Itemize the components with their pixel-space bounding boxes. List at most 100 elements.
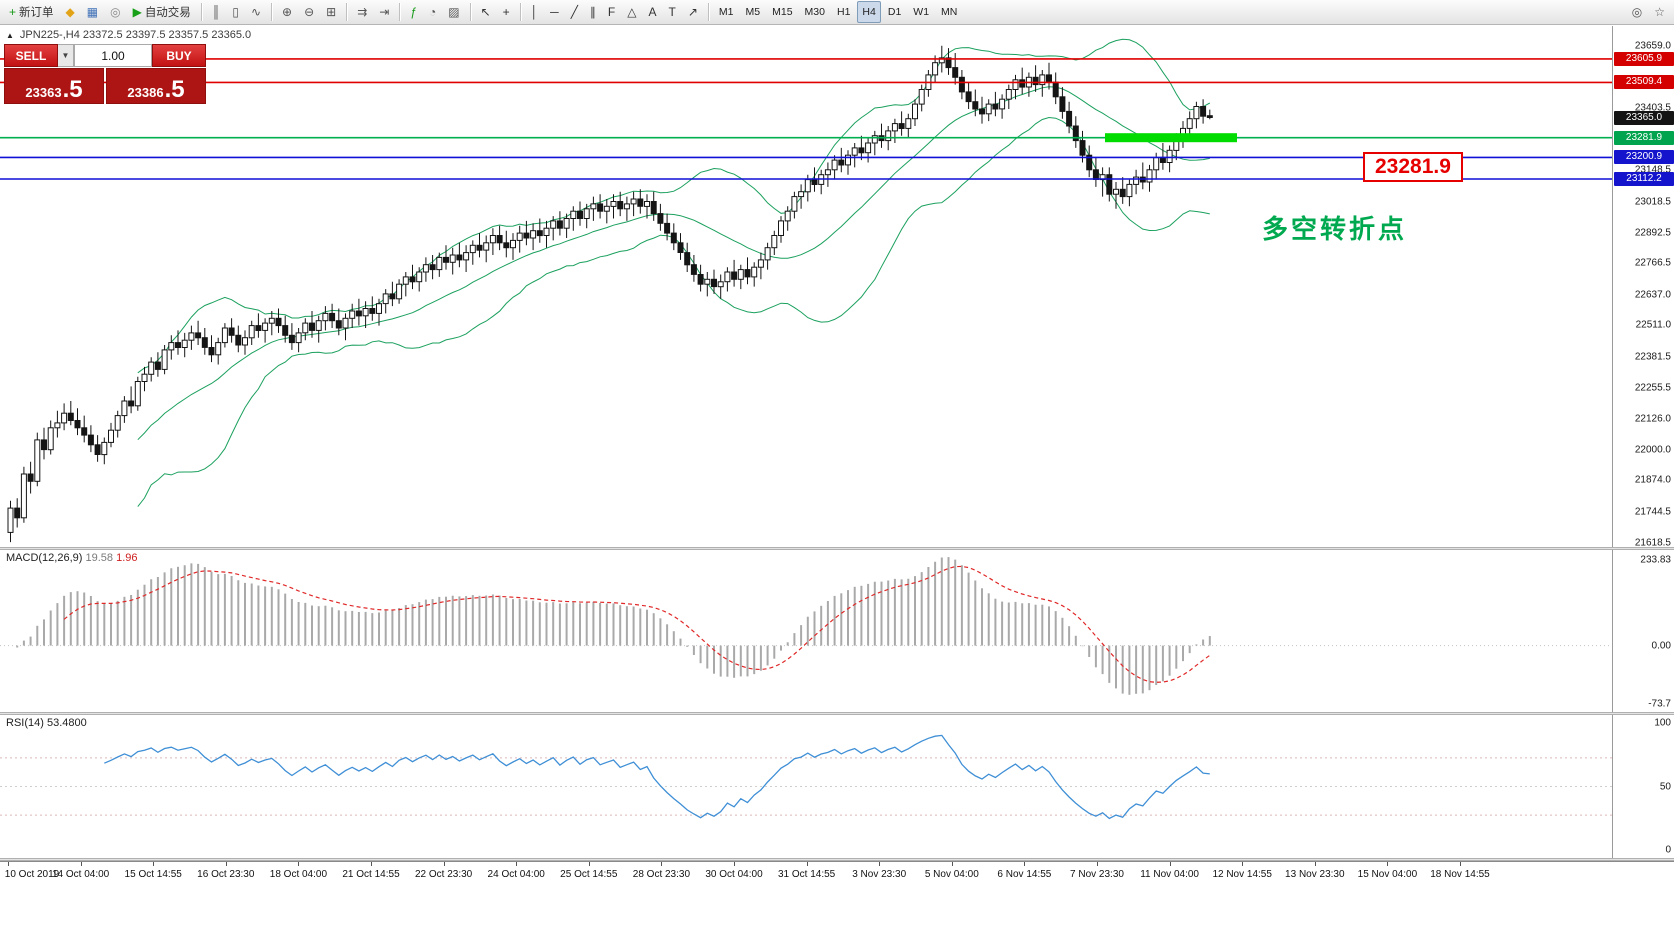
crosshair-icon[interactable]: +: [498, 1, 515, 23]
tile-windows-icon: ⊞: [326, 5, 337, 19]
line-chart-icon[interactable]: ∿: [246, 1, 266, 23]
volume-dropdown-button[interactable]: ▼: [58, 44, 74, 67]
timeframe-m1-button[interactable]: M1: [714, 1, 739, 23]
price-badge: 23605.9: [1614, 51, 1674, 66]
rsi-scale[interactable]: 100 50 0: [1612, 715, 1674, 858]
favorites-icon[interactable]: ☆: [1649, 1, 1670, 23]
price-scale-label: 22766.5: [1634, 257, 1671, 269]
periods-icon: ◔: [429, 5, 437, 19]
timeframe-w1-button-label: W1: [913, 6, 930, 18]
auto-trading-button-label: 自动交易: [144, 7, 191, 19]
timeframe-m15-button-label: M15: [772, 6, 793, 18]
panel-separator[interactable]: [0, 547, 1674, 550]
price-scale[interactable]: 23659.0 23403.5 23148.5 23018.5 22892.5 22766…: [1612, 26, 1674, 548]
timeframe-h4-button[interactable]: H4: [857, 1, 881, 23]
trendline-icon: ╱: [570, 5, 578, 19]
refresh-icon[interactable]: ◎: [105, 1, 125, 23]
timeframe-h1-button[interactable]: H1: [832, 1, 855, 23]
mql-community-icon[interactable]: ◆: [61, 1, 80, 23]
zoom-out-icon[interactable]: ⊖: [299, 1, 319, 23]
macd-chart[interactable]: [0, 550, 1612, 712]
sell-button[interactable]: SELL: [4, 44, 58, 67]
toolbar-sep: [346, 3, 348, 21]
price-scale-label: 22255.5: [1634, 382, 1671, 393]
time-tick: [661, 862, 663, 866]
rsi-scale-label: 0: [1665, 844, 1671, 856]
timeframe-h4-button-label: H4: [862, 6, 876, 18]
timeframe-d1-button-label: D1: [887, 6, 902, 18]
time-label: 11 Nov 04:00: [1140, 869, 1199, 880]
timeframe-mn-button[interactable]: MN: [936, 1, 962, 23]
templates-icon[interactable]: ▨: [443, 1, 464, 23]
search-icon: ◎: [1631, 5, 1643, 19]
chart-window: ▲ JPN225-,H4 23372.5 23397.5 23357.5 233…: [0, 26, 1674, 548]
auto-scroll-icon[interactable]: ⇉: [352, 1, 372, 23]
chart-expand-icon[interactable]: ▲: [6, 30, 14, 40]
time-label: 28 Oct 23:30: [632, 869, 691, 880]
macd-scale[interactable]: 233.83 0.00 -73.7: [1612, 550, 1674, 712]
timeframe-m30-button[interactable]: M30: [800, 1, 830, 23]
arrows-icon[interactable]: ↗: [683, 1, 703, 23]
tile-windows-icon[interactable]: ⊞: [321, 1, 341, 23]
horizontal-line-icon[interactable]: ─: [545, 1, 564, 23]
chart-window-icon[interactable]: ▦: [82, 1, 103, 23]
shapes-icon[interactable]: △: [622, 1, 641, 23]
channel-icon[interactable]: ∥: [585, 1, 601, 23]
chart-shift-icon: ⇥: [379, 5, 390, 19]
indicators-icon: ƒ: [410, 5, 417, 19]
text-icon[interactable]: A: [644, 1, 662, 23]
time-tick: [371, 862, 372, 866]
cursor-icon[interactable]: ↖: [476, 1, 496, 23]
time-label: 14 Oct 04:00: [51, 869, 110, 880]
timeframe-m15-button[interactable]: M15: [767, 1, 797, 23]
timeframe-d1-button[interactable]: D1: [883, 1, 906, 23]
toolbar-sep: [469, 3, 471, 21]
time-label: 5 Nov 04:00: [924, 869, 979, 880]
bar-chart-icon[interactable]: ║: [207, 1, 226, 23]
toolbar-sep: [519, 3, 521, 21]
zoom-in-icon[interactable]: ⊕: [277, 1, 297, 23]
time-label: 30 Oct 04:00: [705, 869, 763, 880]
time-axis[interactable]: 10 Oct 2019 14 Oct 04:00 15 Oct 14:55 16 Oc…: [0, 861, 1674, 889]
panel-separator[interactable]: [0, 858, 1674, 861]
new-order-button[interactable]: + 新订单: [4, 1, 59, 23]
macd-scale-label: -73.7: [1648, 698, 1671, 710]
search-icon[interactable]: ◎: [1627, 1, 1647, 23]
timeframe-mn-button-label: MN: [941, 6, 958, 18]
chart-shift-icon[interactable]: ⇥: [374, 1, 394, 23]
timeframe-w1-button[interactable]: W1: [908, 1, 934, 23]
timeframe-m5-button[interactable]: M5: [741, 1, 766, 23]
panel-separator[interactable]: [0, 712, 1674, 715]
sell-price[interactable]: 23363.5: [4, 68, 104, 104]
trendline-icon[interactable]: ╱: [566, 1, 583, 23]
favorites-icon: ☆: [1654, 5, 1665, 19]
time-tick: [8, 862, 9, 866]
auto-trading-button[interactable]: ▶ 自动交易: [128, 1, 196, 23]
time-label: 22 Oct 23:30: [414, 869, 473, 880]
fibonacci-icon[interactable]: F: [603, 1, 620, 23]
horizontal-line-icon: ─: [550, 5, 559, 19]
buy-button[interactable]: BUY: [152, 44, 206, 67]
vertical-line-icon[interactable]: │: [526, 1, 544, 23]
timeframe-m30-button-label: M30: [804, 6, 825, 18]
candlestick-chart[interactable]: [0, 26, 1612, 547]
indicators-icon[interactable]: ƒ: [405, 1, 422, 23]
label-icon[interactable]: T: [664, 1, 681, 23]
price-badge: 23281.9: [1614, 130, 1674, 145]
volume-input[interactable]: 1.00: [74, 44, 152, 67]
time-tick: [80, 862, 82, 866]
rsi-scale-label: 50: [1659, 781, 1671, 792]
rsi-name: RSI(14): [6, 717, 44, 729]
time-label: 13 Nov 23:30: [1285, 869, 1345, 880]
buy-price[interactable]: 23386.5: [106, 68, 206, 104]
rsi-value: 53.4800: [46, 717, 87, 729]
new-order-button-label: 新订单: [19, 7, 54, 19]
rsi-chart[interactable]: [0, 715, 1612, 858]
time-label: 7 Nov 23:30: [1070, 869, 1124, 880]
templates-icon: ▨: [448, 5, 460, 19]
candlestick-chart-icon[interactable]: ▯: [227, 1, 244, 23]
periods-icon[interactable]: ◔: [424, 1, 441, 23]
time-label: 6 Nov 14:55: [997, 869, 1052, 880]
time-tick: [951, 862, 953, 866]
time-label: 10 Oct 2019: [4, 869, 60, 880]
